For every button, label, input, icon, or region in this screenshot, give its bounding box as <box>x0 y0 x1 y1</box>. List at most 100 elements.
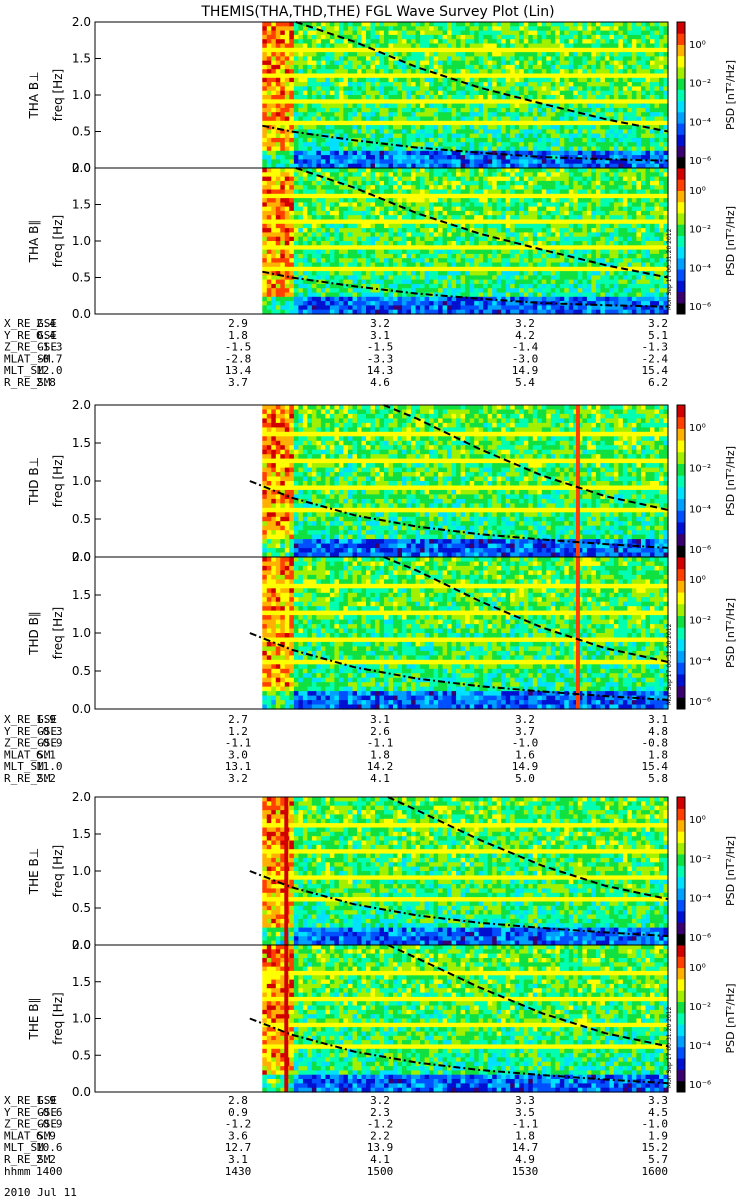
heatmap-cell <box>338 236 344 242</box>
heatmap-cell <box>487 52 493 57</box>
heatmap-cell <box>379 172 385 178</box>
heatmap-cell <box>266 189 272 195</box>
heatmap-cell <box>663 133 669 139</box>
heatmap-cell <box>384 47 390 53</box>
heatmap-cell <box>483 236 489 242</box>
heatmap-cell <box>284 193 290 199</box>
heatmap-cell <box>402 146 408 152</box>
heatmap-cell <box>645 82 651 87</box>
heatmap-cell <box>654 73 660 79</box>
heatmap-cell <box>316 245 322 251</box>
heatmap-cell <box>429 125 435 130</box>
heatmap-cell <box>379 271 385 276</box>
heatmap-cell <box>451 39 457 45</box>
heatmap-cell <box>586 73 592 79</box>
heatmap-cell <box>519 163 525 169</box>
heatmap-cell <box>361 210 367 216</box>
heatmap-cell <box>429 305 435 311</box>
heatmap-cell <box>501 125 507 130</box>
heatmap-cell <box>474 159 480 165</box>
heatmap-cell <box>550 146 556 152</box>
heatmap-cell <box>663 64 669 70</box>
heatmap-cell <box>532 116 538 122</box>
heatmap-cell <box>541 60 547 66</box>
heatmap-cell <box>397 77 403 83</box>
heatmap-cell <box>546 22 552 27</box>
heatmap-cell <box>375 30 381 36</box>
heatmap-cell <box>329 185 335 191</box>
heatmap-cell <box>618 90 624 96</box>
heatmap-cell <box>384 176 390 182</box>
heatmap-cell <box>293 189 299 195</box>
heatmap-cell <box>654 47 660 53</box>
heatmap-cell <box>609 52 615 57</box>
heatmap-cell <box>266 266 272 272</box>
heatmap-cell <box>618 107 624 113</box>
heatmap-cell <box>595 103 601 109</box>
heatmap-cell <box>469 142 475 148</box>
heatmap-cell <box>641 90 647 96</box>
heatmap-cell <box>293 232 299 238</box>
heatmap-cell <box>510 172 516 178</box>
heatmap-cell <box>289 266 295 272</box>
heatmap-cell <box>275 301 281 306</box>
heatmap-cell <box>357 236 363 242</box>
heatmap-cell <box>609 125 615 130</box>
heatmap-cell <box>613 34 619 40</box>
heatmap-cell <box>433 210 439 216</box>
heatmap-cell <box>370 103 376 109</box>
heatmap-cell <box>663 30 669 36</box>
heatmap-cell <box>347 43 353 49</box>
heatmap-cell <box>663 34 669 40</box>
heatmap-cell <box>361 283 367 289</box>
heatmap-cell <box>402 69 408 75</box>
heatmap-cell <box>447 172 453 178</box>
heatmap-cell <box>375 52 381 57</box>
heatmap-cell <box>397 69 403 75</box>
heatmap-cell <box>645 95 651 100</box>
heatmap-cell <box>311 30 317 36</box>
heatmap-cell <box>541 125 547 130</box>
heatmap-cell <box>379 69 385 75</box>
heatmap-cell <box>366 292 372 298</box>
heatmap-cell <box>406 77 412 83</box>
heatmap-cell <box>384 215 390 221</box>
heatmap-cell <box>334 202 340 208</box>
heatmap-cell <box>284 296 290 302</box>
heatmap-cell <box>307 159 313 165</box>
heatmap-cell <box>293 137 299 143</box>
heatmap-cell <box>505 69 511 75</box>
heatmap-cell <box>262 288 268 294</box>
heatmap-cell <box>266 249 272 255</box>
heatmap-cell <box>393 64 399 70</box>
heatmap-cell <box>384 266 390 272</box>
heatmap-cell <box>492 219 498 225</box>
heatmap-cell <box>447 125 453 130</box>
heatmap-cell <box>456 219 462 225</box>
heatmap-cell <box>375 137 381 143</box>
heatmap-cell <box>302 232 308 238</box>
heatmap-cell <box>456 155 462 160</box>
heatmap-cell <box>487 241 493 246</box>
heatmap-cell <box>474 172 480 178</box>
heatmap-cell <box>384 56 390 62</box>
heatmap-cell <box>262 60 268 66</box>
heatmap-cell <box>568 163 574 169</box>
heatmap-cell <box>609 107 615 113</box>
heatmap-cell <box>302 249 308 255</box>
heatmap-cell <box>555 116 561 122</box>
heatmap-cell <box>415 301 421 306</box>
heatmap-cell <box>568 150 574 156</box>
heatmap-cell <box>483 77 489 83</box>
heatmap-cell <box>347 95 353 100</box>
heatmap-cell <box>604 56 610 62</box>
heatmap-cell <box>442 266 448 272</box>
heatmap-cell <box>447 64 453 70</box>
heatmap-cell <box>411 52 417 57</box>
heatmap-cell <box>447 103 453 109</box>
heatmap-cell <box>366 69 372 75</box>
heatmap-cell <box>604 112 610 118</box>
heatmap-cell <box>505 86 511 92</box>
heatmap-cell <box>338 193 344 199</box>
heatmap-cell <box>469 159 475 165</box>
